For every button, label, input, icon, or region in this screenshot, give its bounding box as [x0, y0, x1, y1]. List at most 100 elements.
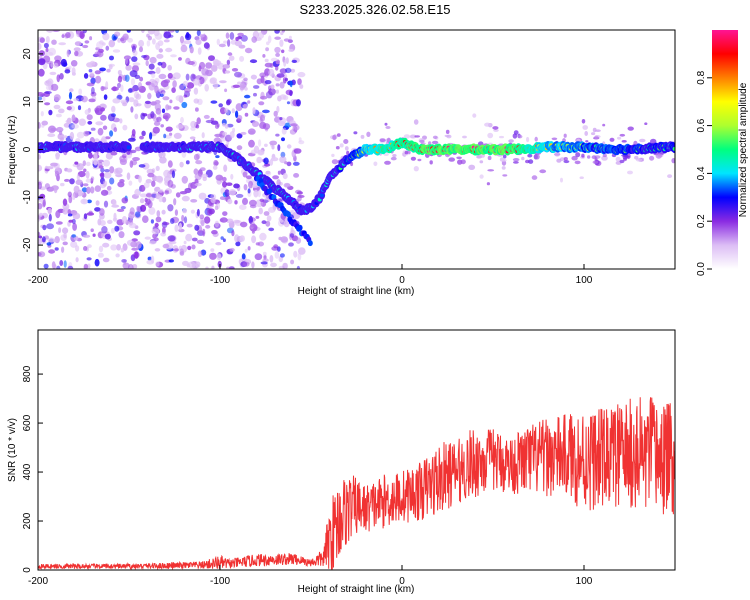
noise-cell: [148, 63, 155, 70]
noise-cell: [335, 146, 340, 150]
noise-cell: [67, 221, 71, 227]
noise-cell: [38, 58, 46, 66]
noise-cell: [195, 124, 200, 129]
noise-cell: [87, 120, 93, 125]
noise-cell: [38, 155, 41, 160]
noise-cell: [202, 228, 206, 237]
noise-cell: [49, 71, 57, 76]
noise-cell: [45, 85, 52, 91]
noise-cell: [200, 219, 205, 227]
noise-cell: [39, 193, 46, 200]
x-tick-label: 100: [576, 576, 593, 587]
noise-cell: [563, 157, 568, 161]
noise-cell: [167, 72, 173, 79]
noise-cell: [278, 219, 285, 227]
noise-cell: [183, 216, 188, 224]
noise-cell: [75, 179, 83, 186]
noise-cell: [189, 46, 194, 54]
noise-cell: [95, 121, 104, 126]
noise-cell: [154, 99, 161, 105]
noise-cell: [88, 69, 93, 73]
noise-cell: [69, 131, 75, 140]
spectrogram-x-ticks: -200 -100 0 100: [28, 264, 593, 286]
noise-cell: [82, 160, 87, 167]
noise-cell: [373, 161, 378, 167]
noise-cell: [579, 176, 584, 179]
noise-cell: [213, 81, 219, 90]
noise-cell: [131, 56, 138, 62]
noise-cell: [182, 80, 189, 87]
noise-cell: [86, 114, 93, 121]
noise-cell: [262, 54, 266, 58]
x-tick-label: -200: [28, 275, 48, 286]
noise-cell: [174, 209, 178, 216]
noise-cell: [222, 131, 228, 136]
noise-cell: [228, 55, 235, 61]
y-tick-label: 20: [22, 48, 33, 60]
noise-cell: [288, 35, 292, 40]
noise-cell: [257, 189, 261, 198]
noise-cell: [146, 259, 154, 265]
noise-cell: [292, 161, 300, 166]
noise-cell: [95, 75, 102, 84]
noise-cell: [79, 31, 85, 40]
noise-cell: [149, 56, 157, 64]
noise-cell: [627, 170, 633, 175]
noise-cell: [175, 192, 181, 198]
noise-cell: [45, 47, 49, 53]
noise-cell: [75, 257, 79, 263]
noise-cell: [85, 170, 90, 179]
noise-cell: [119, 158, 127, 165]
noise-cell: [90, 127, 96, 131]
noise-cell: [192, 78, 201, 86]
noise-cell: [202, 176, 207, 182]
noise-cell: [84, 109, 90, 115]
noise-cell: [229, 247, 235, 252]
noise-cell: [448, 157, 456, 162]
noise-cell: [167, 180, 174, 188]
noise-cell: [235, 193, 244, 198]
noise-cell: [213, 159, 219, 167]
noise-cell: [237, 32, 244, 37]
noise-cell: [76, 131, 85, 139]
noise-cell: [98, 245, 104, 253]
noise-cell: [249, 221, 256, 228]
noise-cell: [183, 240, 187, 245]
noise-cell: [222, 64, 231, 69]
noise-cell: [71, 114, 76, 122]
noise-cell: [215, 242, 222, 246]
noise-cell: [117, 82, 121, 88]
noise-cell: [180, 116, 184, 124]
noise-cell: [96, 105, 102, 111]
noise-cell: [54, 247, 59, 251]
noise-cell: [178, 84, 185, 90]
noise-cell: [528, 159, 534, 164]
noise-cell: [67, 209, 72, 215]
noise-cell: [139, 76, 144, 82]
noise-cell: [331, 153, 335, 158]
noise-cell: [64, 69, 71, 74]
noise-cell: [53, 62, 59, 68]
noise-cell: [111, 86, 119, 91]
noise-cell: [51, 39, 57, 45]
noise-cell: [407, 150, 411, 155]
noise-cell: [199, 34, 205, 38]
noise-cell: [128, 180, 133, 186]
noise-cell: [155, 108, 162, 115]
noise-cell: [671, 158, 675, 164]
noise-cell: [117, 75, 123, 83]
x-tick-label: -200: [28, 576, 48, 587]
noise-cell: [181, 101, 188, 109]
noise-cell: [38, 50, 45, 57]
noise-cell: [167, 64, 172, 71]
noise-cell: [93, 159, 98, 166]
noise-cell: [156, 210, 161, 218]
noise-cell: [162, 243, 170, 249]
noise-cell: [277, 95, 282, 102]
noise-cell: [196, 239, 204, 244]
noise-cell: [90, 77, 96, 85]
noise-cell: [219, 217, 228, 223]
noise-cell: [486, 182, 490, 186]
noise-cell: [253, 92, 257, 97]
noise-cell: [445, 129, 450, 134]
